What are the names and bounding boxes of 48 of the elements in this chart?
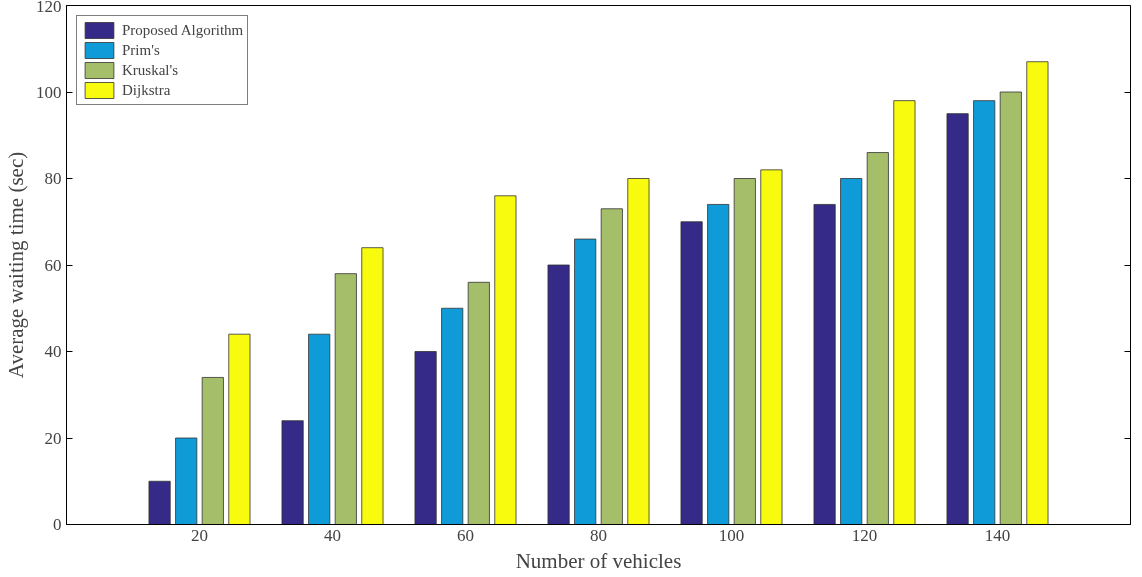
bar xyxy=(893,100,916,525)
bar xyxy=(148,480,171,525)
x-tick-label: 80 xyxy=(590,525,607,545)
y-tick-label: 20 xyxy=(44,428,62,448)
bar xyxy=(361,247,384,525)
y-tick-label: 60 xyxy=(44,255,62,275)
bar xyxy=(228,333,251,525)
bar xyxy=(547,264,570,525)
bar xyxy=(414,351,437,525)
y-tick-label: 80 xyxy=(44,169,62,188)
legend-label: Kruskal's xyxy=(122,61,179,79)
legend-label: Dijkstra xyxy=(122,81,171,99)
bar xyxy=(866,152,889,525)
bar xyxy=(946,113,969,525)
bar xyxy=(760,169,783,525)
x-tick-label: 20 xyxy=(191,525,208,545)
y-tick-label: 40 xyxy=(44,342,62,361)
x-tick-label: 60 xyxy=(457,525,474,545)
bar xyxy=(1026,61,1049,525)
bar xyxy=(494,195,517,525)
bar xyxy=(813,204,836,525)
y-tick-label: 0 xyxy=(53,515,62,534)
bar xyxy=(467,281,490,525)
x-tick-label: 140 xyxy=(984,525,1011,545)
bar xyxy=(707,204,730,525)
bar xyxy=(600,208,623,525)
x-tick-label: 40 xyxy=(324,525,341,545)
bar xyxy=(308,333,331,525)
x-tick-label: 120 xyxy=(851,525,878,545)
bar xyxy=(733,178,756,525)
x-axis-title: Number of vehicles xyxy=(515,548,682,573)
bar xyxy=(441,307,464,525)
bar xyxy=(334,273,357,525)
bar xyxy=(840,178,863,525)
legend-label: Proposed Algorithm xyxy=(122,21,244,39)
legend-label: Prim's xyxy=(122,41,160,59)
y-tick-label: 120 xyxy=(36,0,62,16)
bar xyxy=(574,238,597,525)
y-axis-title: Average waiting time (sec) xyxy=(4,151,28,379)
x-tick-label: 100 xyxy=(718,525,745,545)
bar xyxy=(973,100,996,525)
bar xyxy=(627,178,650,525)
bar xyxy=(999,91,1022,525)
bar xyxy=(281,420,304,525)
bar xyxy=(201,377,224,525)
bar xyxy=(680,221,703,525)
y-tick-label: 100 xyxy=(36,82,62,102)
bar xyxy=(175,437,198,525)
